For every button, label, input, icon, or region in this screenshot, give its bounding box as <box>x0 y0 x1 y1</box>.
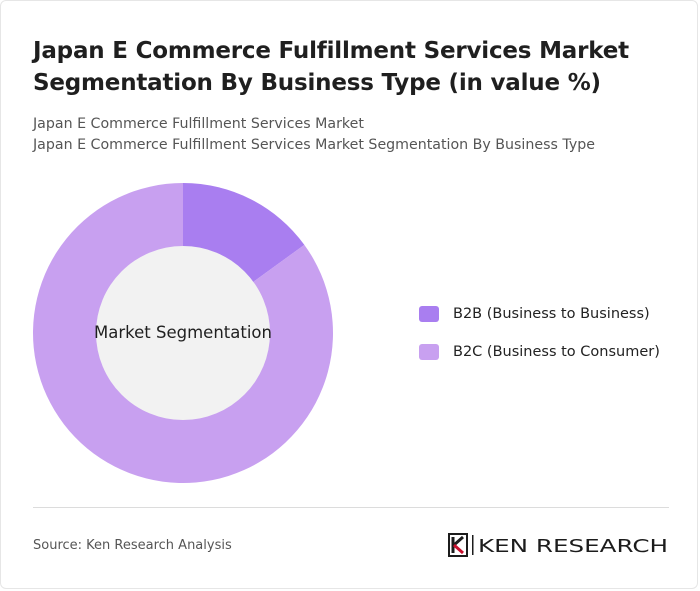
ken-k-emblem-icon <box>448 533 468 557</box>
donut-center-label: Market Segmentation <box>94 323 272 342</box>
legend-item-b2b[interactable]: B2B (Business to Business) <box>419 303 689 325</box>
legend-swatch-b2b <box>419 306 439 322</box>
chart-subtitle-segmentation: Japan E Commerce Fulfillment Services Ma… <box>33 137 595 153</box>
donut-chart <box>33 183 333 484</box>
chart-title: Japan E Commerce Fulfillment Services Ma… <box>33 38 629 96</box>
legend-swatch-b2c <box>419 344 439 360</box>
legend-item-b2c[interactable]: B2C (Business to Consumer) <box>419 341 689 363</box>
legend-label-b2c: B2C (Business to Consumer) <box>453 344 660 360</box>
source-note: Source: Ken Research Analysis <box>33 538 232 553</box>
chart-subtitle-market: Japan E Commerce Fulfillment Services Ma… <box>33 116 364 132</box>
donut-hole <box>96 246 270 420</box>
chart-legend: B2B (Business to Business) B2C (Business… <box>419 303 689 379</box>
footer-divider <box>33 507 669 508</box>
logo-text: KEN RESEARCH <box>478 537 668 557</box>
legend-label-b2b: B2B (Business to Business) <box>453 306 650 322</box>
ken-research-logo: KEN RESEARCH <box>448 533 668 557</box>
